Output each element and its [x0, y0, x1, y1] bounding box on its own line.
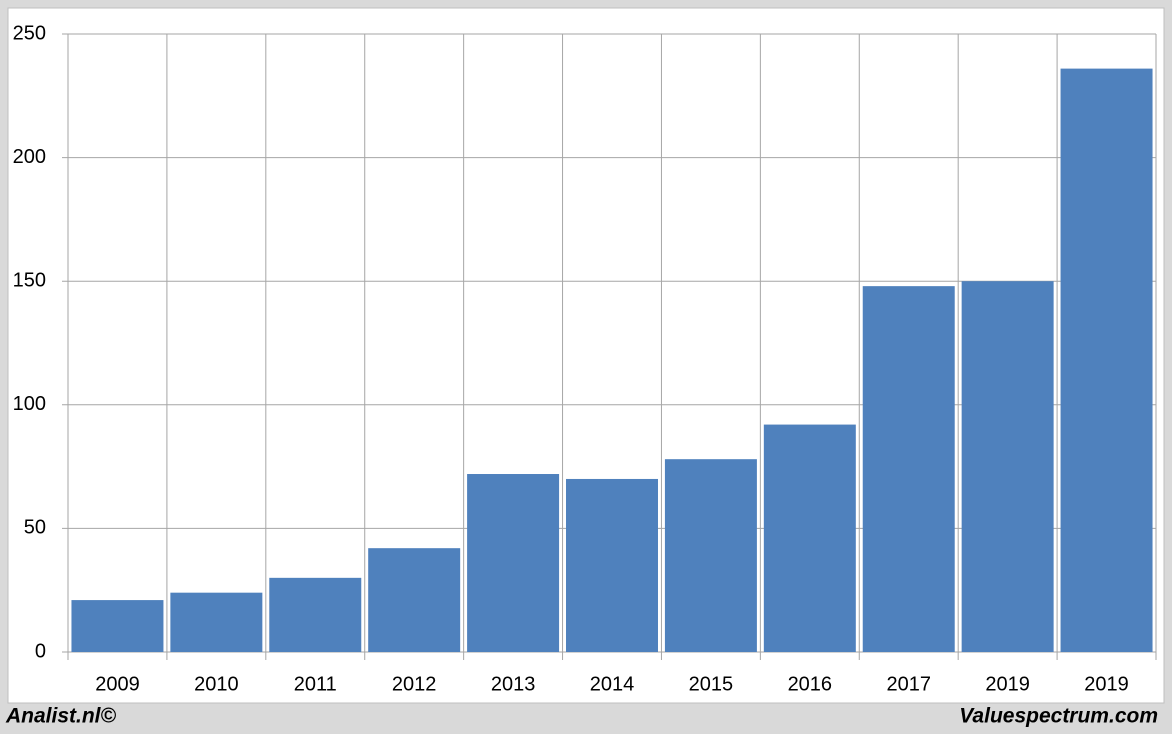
y-tick-label: 200: [13, 146, 46, 168]
bar: [71, 600, 164, 652]
x-tick-label: 2019: [985, 673, 1030, 695]
bar: [269, 577, 362, 652]
x-tick-label: 2009: [95, 673, 140, 695]
footer-right: Valuespectrum.com: [959, 705, 1158, 728]
x-tick-label: 2019: [1084, 673, 1129, 695]
bar: [862, 286, 955, 652]
x-tick-label: 2012: [392, 673, 437, 695]
bar: [467, 474, 560, 652]
bar: [763, 424, 856, 652]
bar: [664, 459, 757, 652]
x-tick-label: 2015: [689, 673, 734, 695]
x-tick-label: 2017: [886, 673, 931, 695]
x-tick-label: 2014: [590, 673, 635, 695]
bar: [170, 592, 263, 652]
bar: [368, 548, 461, 652]
y-tick-label: 50: [24, 517, 46, 539]
bar: [566, 478, 658, 652]
y-tick-label: 0: [35, 640, 46, 662]
x-tick-label: 2010: [194, 673, 239, 695]
y-tick-label: 100: [13, 393, 46, 415]
x-tick-label: 2013: [491, 673, 536, 695]
footer-left: Analist.nl©: [5, 705, 117, 728]
y-tick-label: 150: [13, 269, 46, 291]
bar: [961, 281, 1054, 652]
bar: [1060, 68, 1153, 652]
x-tick-label: 2016: [788, 673, 833, 695]
y-tick-label: 250: [13, 22, 46, 44]
x-tick-label: 2011: [294, 673, 337, 695]
